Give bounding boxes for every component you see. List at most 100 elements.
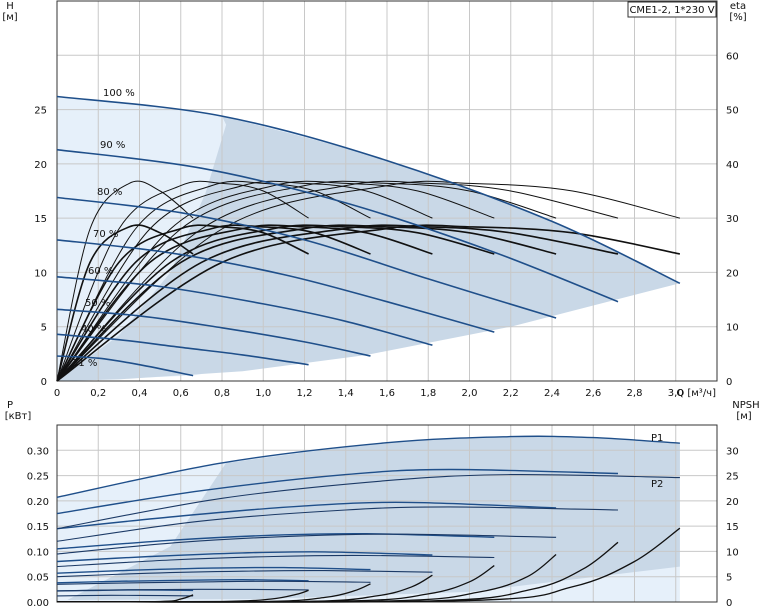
y-right-tick-label: 20 (726, 268, 739, 279)
head-curve (56, 95, 681, 285)
npsh-tick-label: 25 (726, 472, 739, 483)
efficiency-curve (56, 180, 619, 382)
x-tick-label: 2,0 (462, 388, 478, 399)
p2-curve (56, 533, 557, 555)
p1-curve (56, 435, 680, 498)
y-tick-label: 5 (41, 323, 47, 334)
y-right-tick-label: 10 (726, 323, 739, 334)
head-curve (56, 308, 371, 357)
p1-curve (56, 578, 309, 584)
npsh-tick-label: 30 (726, 446, 739, 457)
p1-curve (56, 468, 619, 515)
npsh-curve (56, 594, 194, 603)
efficiency-curve-alt (56, 224, 433, 382)
p1-curve (56, 551, 433, 563)
efficiency-curve (56, 180, 495, 382)
x-tick-label: 1,8 (420, 388, 436, 399)
x-tick-label: 0,6 (173, 388, 189, 399)
p-tick-label: 0.25 (27, 472, 49, 483)
x-tick-label: 0 (54, 388, 60, 399)
npsh-axis-unit: [м] (736, 411, 751, 422)
efficiency-curve (56, 180, 194, 382)
speed-label: 100 % (103, 88, 135, 99)
power-curves (56, 435, 680, 597)
y-right-axis-unit: [%] (729, 12, 746, 23)
p2-curve (56, 580, 371, 585)
x-tick-label: 0,2 (90, 388, 106, 399)
npsh-axis-label: NPSH (732, 400, 759, 411)
y-right-tick-label: 50 (726, 106, 739, 117)
p-tick-label: 0.30 (27, 446, 49, 457)
y-axis-unit: [м] (2, 12, 17, 23)
speed-label: 50 % (85, 298, 110, 309)
y-right-axis-label: eta (730, 1, 746, 12)
p-tick-label: 0.20 (27, 497, 49, 508)
p-tick-label: 0.00 (27, 598, 49, 609)
speed-label: 60 % (88, 266, 113, 277)
npsh-tick-label: 0 (726, 598, 732, 609)
efficiency-curve-alt (56, 224, 194, 382)
x-tick-label: 1,6 (379, 388, 395, 399)
head-curve (56, 355, 194, 377)
efficiency-curve-alt (56, 224, 309, 382)
efficiency-curve (56, 180, 371, 382)
top-plot-frame (56, 0, 718, 382)
head-curve (56, 276, 433, 346)
y-tick-label: 10 (34, 268, 47, 279)
p2-curve (56, 473, 680, 530)
y-right-tick-label: 0 (726, 377, 732, 388)
p2-curve (56, 554, 495, 568)
y-right-tick-label: 30 (726, 214, 739, 225)
p2-curve (56, 570, 433, 578)
p-axis-unit: [кВт] (5, 411, 32, 422)
speed-label: 90 % (100, 140, 125, 151)
npsh-tick-label: 5 (726, 573, 732, 584)
npsh-tick-label: 15 (726, 522, 739, 533)
p-axis-label: P (7, 400, 13, 411)
chart-title: CME1-2, 1*230 V (629, 5, 714, 16)
series-label-p1: P1 (651, 433, 663, 444)
head-curves (56, 95, 681, 377)
speed-label: 80 % (97, 187, 122, 198)
npsh-curves (56, 527, 681, 603)
x-tick-label: 2,2 (503, 388, 519, 399)
x-tick-label: 1,4 (338, 388, 354, 399)
speed-label: 31 % (72, 358, 97, 369)
y-tick-label: 20 (34, 160, 47, 171)
power-range-dark (67, 436, 680, 600)
head-curve (56, 148, 619, 303)
efficiency-curve-alt (56, 224, 681, 382)
title-box (627, 1, 717, 18)
p2-curve (56, 506, 619, 542)
x-tick-label: 2,6 (585, 388, 601, 399)
y-tick-label: 0 (41, 377, 47, 388)
p-tick-label: 0.05 (27, 573, 49, 584)
npsh-tick-label: 10 (726, 547, 739, 558)
x-tick-label: 2,8 (627, 388, 643, 399)
efficiency-curves (56, 180, 681, 382)
y-axis-label: H (6, 1, 14, 12)
y-right-tick-label: 60 (726, 51, 739, 62)
speed-label: 40 % (81, 324, 106, 335)
y-right-tick-label: 40 (726, 160, 739, 171)
x-tick-label: 1,2 (297, 388, 313, 399)
p1-curve (56, 566, 371, 574)
p2-curve (56, 588, 309, 592)
head-curve (56, 196, 557, 319)
head-curve (56, 239, 495, 333)
x-tick-label: 2,4 (544, 388, 560, 399)
npsh-tick-label: 20 (726, 497, 739, 508)
series-label-p2: P2 (651, 479, 663, 490)
head-curve (56, 333, 309, 366)
x-tick-label: 3,0 (668, 388, 684, 399)
y-tick-label: 15 (34, 214, 47, 225)
p1-curve (56, 501, 557, 530)
p2-curve (56, 594, 194, 597)
x-tick-label: 0,4 (132, 388, 148, 399)
x-tick-label: 0,8 (214, 388, 230, 399)
speed-label: 70 % (93, 229, 118, 240)
x-tick-label: 1,0 (255, 388, 271, 399)
x-axis-label: Q [м³/ч] (676, 388, 716, 399)
p-tick-label: 0.15 (27, 522, 49, 533)
